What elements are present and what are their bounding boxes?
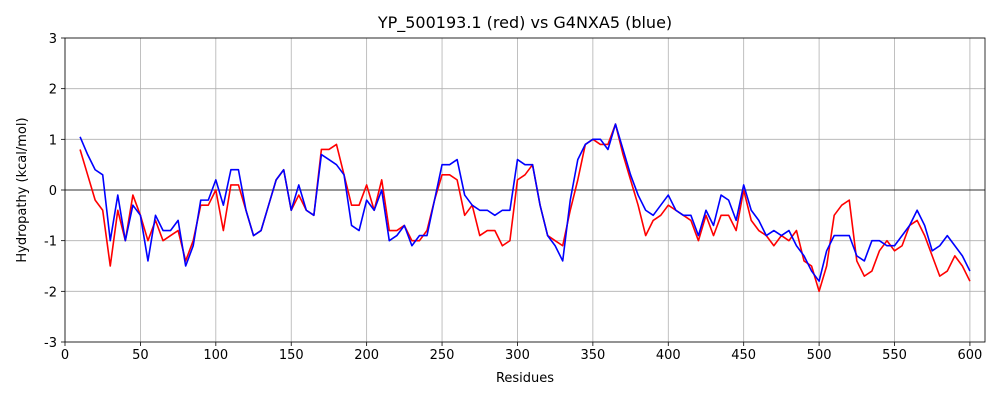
plot-frame xyxy=(64,37,986,343)
chart-title: YP_500193.1 (red) vs G4NXA5 (blue) xyxy=(377,13,672,33)
y-tick-label: 3 xyxy=(49,32,57,47)
y-tick-label: -3 xyxy=(44,336,57,351)
x-tick-label: 0 xyxy=(61,348,69,363)
series-line xyxy=(79,123,971,293)
x-tick-label: 150 xyxy=(279,348,304,363)
x-tick-label: 250 xyxy=(430,348,455,363)
x-tick-label: 450 xyxy=(731,348,756,363)
x-tick-label: 500 xyxy=(807,348,832,363)
x-tick-label: 350 xyxy=(580,348,605,363)
x-tick-label: 300 xyxy=(505,348,530,363)
x-axis-label: Residues xyxy=(496,371,554,386)
x-tick-label: 50 xyxy=(132,348,149,363)
y-tick-label: -2 xyxy=(44,285,57,300)
y-tick-label: 1 xyxy=(49,133,57,148)
x-tick-label: 200 xyxy=(354,348,379,363)
y-axis-label: Hydropathy (kcal/mol) xyxy=(15,117,30,262)
series-line xyxy=(79,123,971,282)
x-tick-label: 100 xyxy=(203,348,228,363)
x-tick-label: 550 xyxy=(882,348,907,363)
x-tick-label: 400 xyxy=(656,348,681,363)
x-tick-label: 600 xyxy=(958,348,983,363)
y-tick-label: 2 xyxy=(49,83,57,98)
y-tick-label: -1 xyxy=(44,235,57,250)
y-tick-label: 0 xyxy=(49,184,57,199)
